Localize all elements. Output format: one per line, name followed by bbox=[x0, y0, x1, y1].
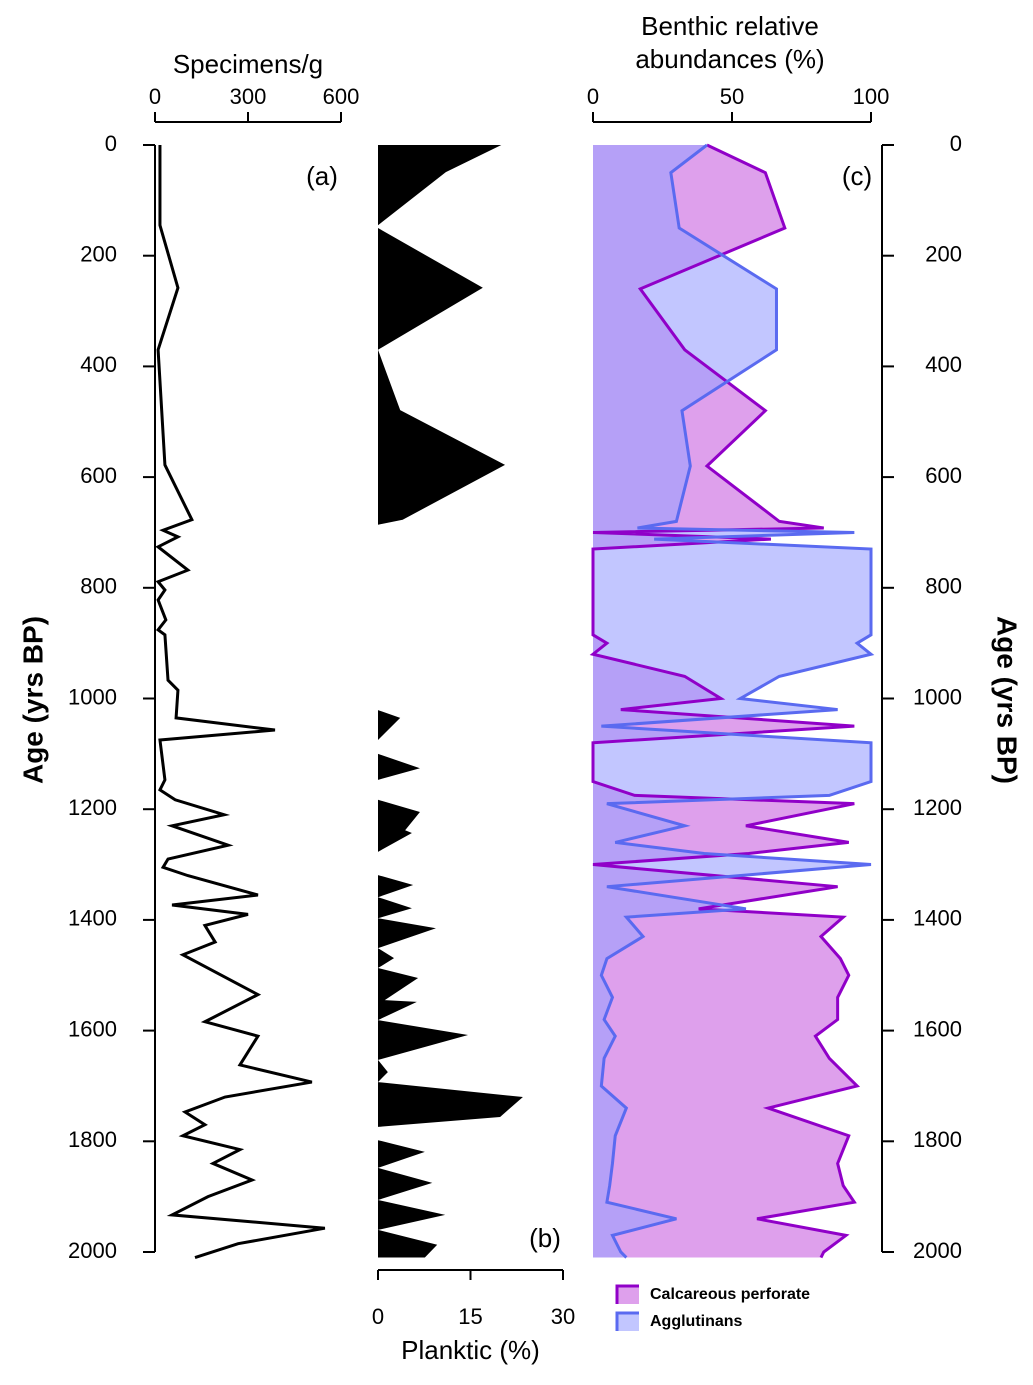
x-axis-title: Planktic (%) bbox=[401, 1335, 540, 1365]
legend-label: Agglutinans bbox=[650, 1313, 743, 1330]
panel-label: (b) bbox=[529, 1223, 561, 1253]
x-axis-title: Specimens/g bbox=[173, 49, 323, 79]
y-tick-label: 800 bbox=[80, 574, 117, 599]
y-tick-label: 400 bbox=[80, 352, 117, 377]
x-axis-title: Benthic relative abundances (%) bbox=[635, 11, 825, 74]
y-axis-title: Age (yrs BP) bbox=[992, 616, 1023, 784]
line bbox=[589, 143, 861, 1259]
line bbox=[599, 143, 875, 1259]
y-tick-label: 200 bbox=[925, 242, 962, 267]
y-tick-label: 1000 bbox=[68, 684, 117, 709]
x-tick-label: 300 bbox=[230, 84, 267, 109]
x-tick-label: 0 bbox=[587, 84, 599, 109]
y-tick-label: 2000 bbox=[913, 1238, 962, 1263]
y-tick-label: 400 bbox=[925, 352, 962, 377]
area bbox=[378, 145, 523, 1258]
panel-label: (c) bbox=[842, 161, 872, 191]
y-tick-label: 1000 bbox=[913, 684, 962, 709]
panel-label: (a) bbox=[306, 161, 338, 191]
legend-swatch-edge bbox=[615, 1284, 639, 1304]
x-tick-label: 0 bbox=[149, 84, 161, 109]
y-tick-label: 1600 bbox=[913, 1016, 962, 1041]
y-tick-label: 1600 bbox=[68, 1016, 117, 1041]
y-tick-label: 0 bbox=[105, 131, 117, 156]
legend-label: Calcareous perforate bbox=[650, 1286, 810, 1303]
x-tick-label: 15 bbox=[458, 1304, 482, 1329]
y-tick-label: 2000 bbox=[68, 1238, 117, 1263]
x-tick-label: 30 bbox=[551, 1304, 575, 1329]
area bbox=[593, 145, 871, 1258]
y-tick-label: 0 bbox=[950, 131, 962, 156]
x-tick-label: 50 bbox=[720, 84, 744, 109]
y-tick-label: 1800 bbox=[913, 1127, 962, 1152]
y-tick-label: 600 bbox=[925, 463, 962, 488]
y-tick-label: 1400 bbox=[68, 906, 117, 931]
y-tick-label: 1400 bbox=[913, 906, 962, 931]
legend-swatch-edge bbox=[615, 1311, 639, 1331]
y-tick-label: 600 bbox=[80, 463, 117, 488]
x-tick-label: 0 bbox=[372, 1304, 384, 1329]
x-tick-label: 600 bbox=[323, 84, 360, 109]
x-tick-label: 100 bbox=[853, 84, 890, 109]
line bbox=[155, 145, 326, 1259]
y-tick-label: 1200 bbox=[913, 795, 962, 820]
y-tick-label: 200 bbox=[80, 242, 117, 267]
legend-swatch bbox=[617, 1286, 639, 1304]
y-tick-label: 1800 bbox=[68, 1127, 117, 1152]
y-tick-label: 1200 bbox=[68, 795, 117, 820]
legend-swatch bbox=[617, 1313, 639, 1331]
y-tick-label: 800 bbox=[925, 574, 962, 599]
y-axis-title: Age (yrs BP) bbox=[17, 616, 48, 784]
